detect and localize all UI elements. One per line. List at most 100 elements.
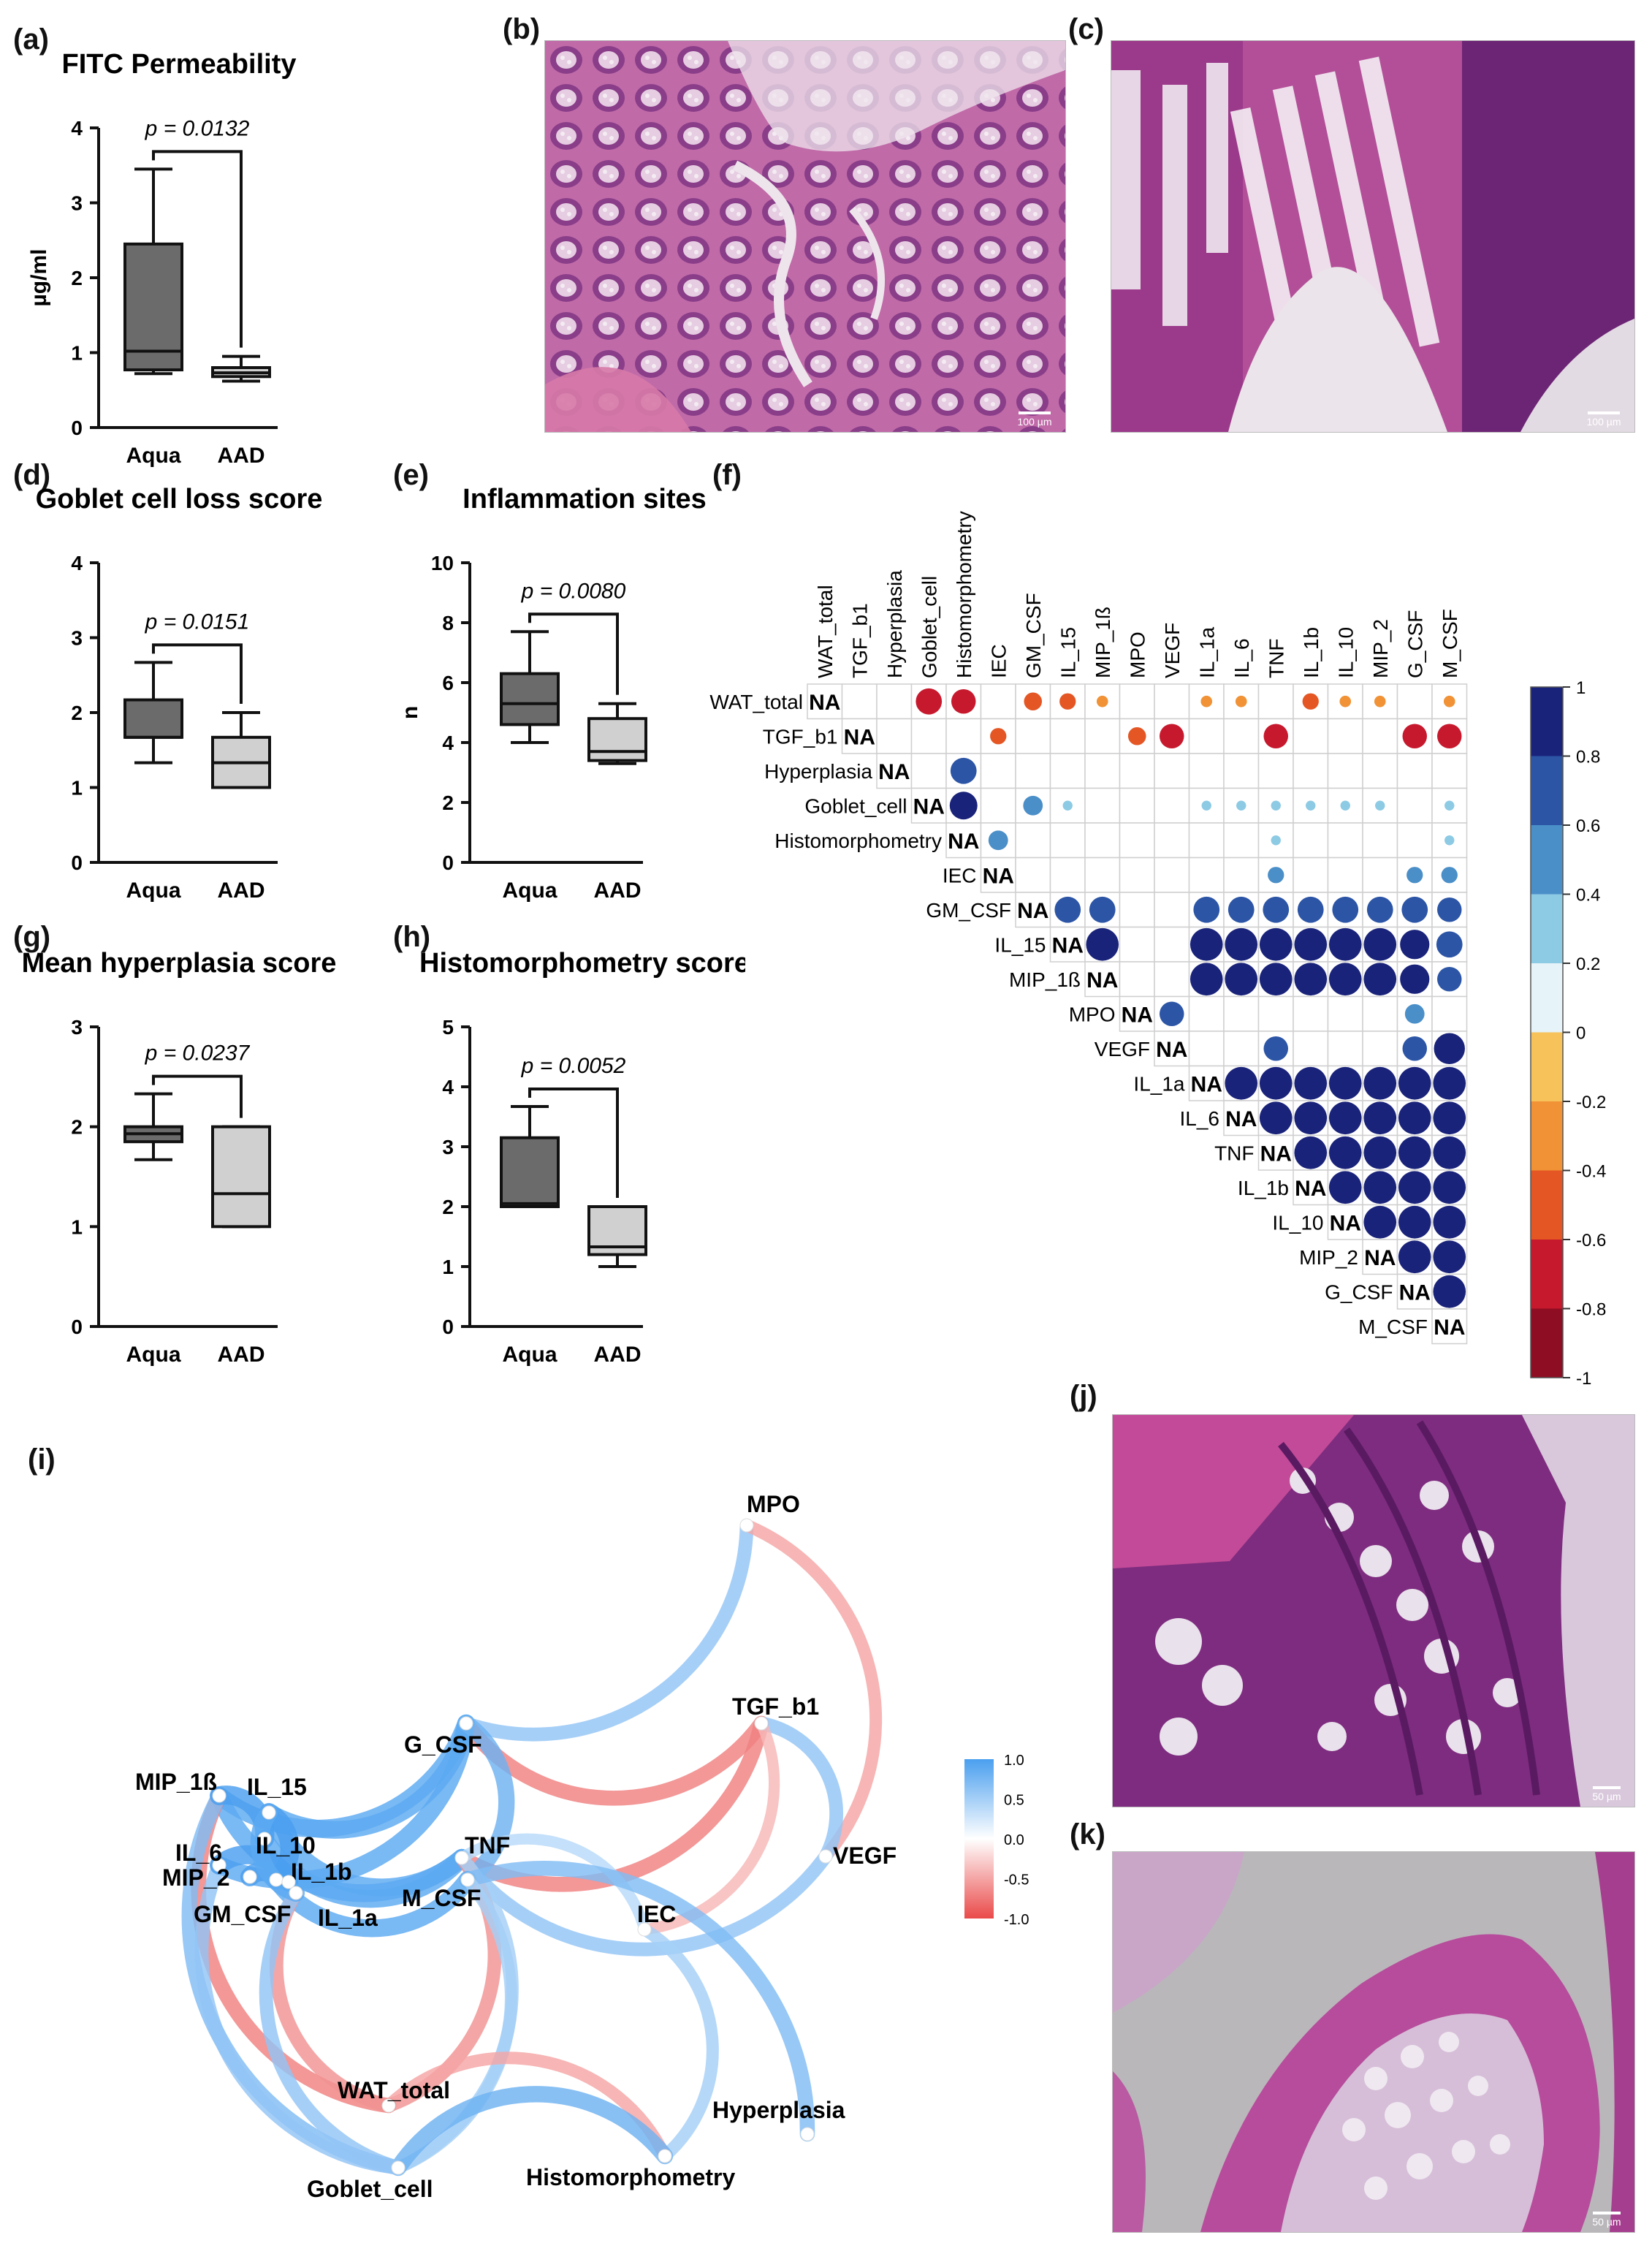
heatmap-cell xyxy=(1257,995,1294,1032)
colorbar-segment xyxy=(1531,756,1563,825)
correlation-dot xyxy=(1294,927,1328,961)
row-label: VEGF xyxy=(1095,1038,1150,1060)
y-tick-label: 4 xyxy=(442,1076,454,1098)
network-node xyxy=(658,2149,672,2163)
heatmap-cell xyxy=(980,857,1016,893)
column-label: WAT_total xyxy=(814,585,837,678)
network-node xyxy=(454,1851,469,1865)
correlation-dot xyxy=(1271,800,1281,811)
correlation-dot xyxy=(1363,1101,1397,1135)
correlation-dot xyxy=(1225,1066,1258,1100)
heatmap-cell xyxy=(1223,753,1260,789)
box-aqua xyxy=(123,242,183,372)
correlation-dot xyxy=(1054,896,1081,923)
y-tick-label: 6 xyxy=(442,672,454,694)
x-tick-label: Aqua xyxy=(126,444,181,468)
heatmap-cell xyxy=(1119,926,1155,963)
heatmap-cell xyxy=(1188,1031,1225,1067)
network-legend-label: 0.5 xyxy=(1004,1793,1024,1809)
network-node xyxy=(212,1788,227,1803)
column-label: IL_6 xyxy=(1230,639,1253,679)
heatmap-cell xyxy=(1119,995,1155,1032)
correlation-dot xyxy=(1402,724,1427,748)
heatmap-cell xyxy=(1362,822,1398,859)
heatmap-cell xyxy=(1431,1308,1468,1345)
diagonal-na: NA xyxy=(878,760,910,784)
network-node-label: IL_10 xyxy=(256,1832,316,1859)
correlation-dot xyxy=(1328,1171,1362,1204)
diagonal-na: NA xyxy=(1260,1142,1292,1166)
heatmap-cell xyxy=(1293,822,1329,859)
row-label: IL_6 xyxy=(1180,1107,1220,1130)
row-label: TNF xyxy=(1214,1142,1254,1164)
correlation-dot xyxy=(1441,867,1458,884)
network-node xyxy=(281,1875,296,1889)
correlation-dot xyxy=(951,689,976,714)
correlation-dot xyxy=(1398,1136,1431,1169)
correlation-dot xyxy=(1398,1205,1431,1239)
diagonal-na: NA xyxy=(809,691,840,715)
heatmap-cell xyxy=(1223,1100,1260,1136)
heatmap-cell xyxy=(1257,1134,1294,1171)
correlation-dot xyxy=(1302,693,1319,710)
row-label: G_CSF xyxy=(1325,1280,1393,1303)
correlation-dot xyxy=(1398,1171,1431,1204)
correlation-dot xyxy=(1363,963,1397,996)
heatmap-cell xyxy=(1188,822,1225,859)
correlation-dot xyxy=(1433,1275,1466,1308)
heatmap-cell xyxy=(910,787,947,824)
goblet-cell-loss-chart: Goblet cell loss score 0 1 2 3 4 Aqua AAD p = 0.… xyxy=(36,484,323,903)
correlation-dot xyxy=(1193,896,1220,923)
heatmap-cell xyxy=(1431,753,1468,789)
network-node xyxy=(381,2098,396,2113)
chart-title: Goblet cell loss score xyxy=(36,484,323,515)
correlation-dot xyxy=(1366,896,1393,923)
heatmap-cell xyxy=(1084,857,1121,893)
panel-label-b: (b) xyxy=(503,13,541,45)
scale-bar-c: 100 µm xyxy=(1582,411,1626,428)
correlation-dot xyxy=(1263,724,1288,748)
correlation-dot xyxy=(1086,927,1119,961)
heatmap-cell xyxy=(1154,857,1190,893)
x-tick-label: AAD xyxy=(594,878,642,903)
correlation-dot xyxy=(1443,695,1455,707)
colorbar-tick-label: 1 xyxy=(1576,678,1586,698)
heatmap-cell xyxy=(1223,822,1260,859)
x-tick-label: Aqua xyxy=(126,878,181,903)
network-node xyxy=(289,1886,303,1900)
y-tick-label: 2 xyxy=(71,1116,83,1139)
column-label: MIP_2 xyxy=(1369,619,1392,678)
correlation-dot xyxy=(950,757,977,784)
network-node-label: GM_CSF xyxy=(194,1901,291,1927)
correlation-dot xyxy=(1259,1101,1293,1135)
network-edge xyxy=(740,1519,883,1863)
colorbar-tick-label: 0.4 xyxy=(1576,886,1600,906)
heatmap-cell xyxy=(1049,753,1086,789)
network-edge xyxy=(454,1849,833,1957)
heatmap-cell xyxy=(1327,718,1363,754)
significance-bracket xyxy=(152,150,243,348)
heatmap-cell xyxy=(1188,857,1225,893)
correlation-dot xyxy=(990,728,1007,745)
heatmap-cell xyxy=(1154,926,1190,963)
network-edge xyxy=(382,2052,671,2163)
row-label: M_CSF xyxy=(1358,1316,1428,1338)
row-label: WAT_total xyxy=(709,691,803,713)
correlation-dot xyxy=(1259,963,1293,996)
correlation-dot xyxy=(1328,1066,1362,1100)
colorbar-segment xyxy=(1531,1240,1563,1309)
heatmap-cell xyxy=(1119,787,1155,824)
network-node xyxy=(269,1872,283,1887)
y-tick-label: 1 xyxy=(71,777,83,800)
heatmap-cell xyxy=(980,683,1016,720)
heatmap-cell xyxy=(1154,787,1190,824)
correlation-dot xyxy=(988,830,1008,851)
x-tick-label: AAD xyxy=(218,444,265,468)
x-tick-label: Aqua xyxy=(503,1343,557,1367)
network-edge xyxy=(460,1861,815,2142)
heatmap-cell xyxy=(1362,753,1398,789)
y-tick-label: 8 xyxy=(442,612,454,634)
correlation-dot xyxy=(1297,896,1324,923)
column-label: GM_CSF xyxy=(1022,593,1045,678)
correlation-dot xyxy=(1402,1036,1427,1061)
